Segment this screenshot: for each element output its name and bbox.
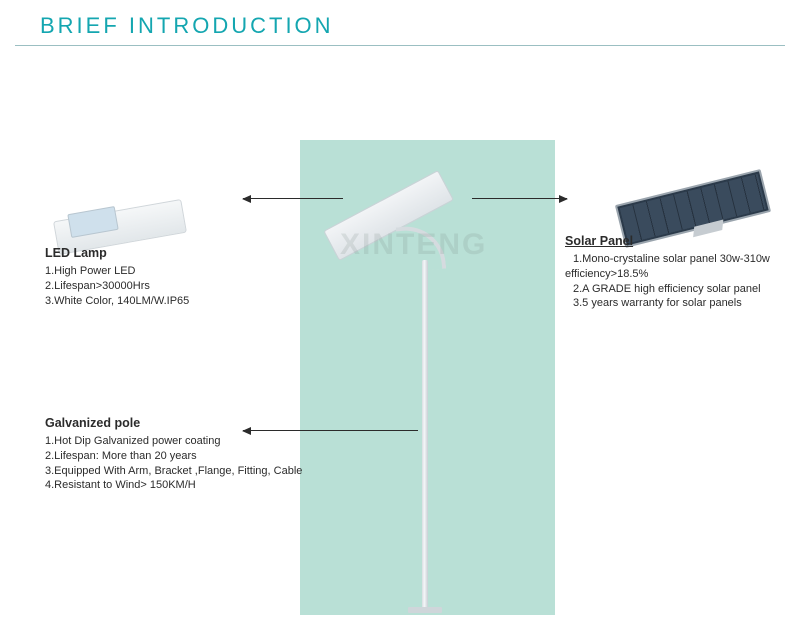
- arrow-to-solar: [472, 198, 567, 199]
- callout-pole: Galvanized pole 1.Hot Dip Galvanized pow…: [45, 415, 305, 493]
- page-title: BRIEF INTRODUCTION: [15, 13, 334, 43]
- callout-solar-line: 1.Mono-crystaline solar panel 30w-310w: [565, 252, 785, 267]
- street-pole-base: [408, 607, 442, 613]
- callout-solar-title: Solar Panel: [565, 233, 785, 250]
- callout-led-line: 3.White Color, 140LM/W.IP65: [45, 294, 265, 309]
- callout-led-line: 1.High Power LED: [45, 264, 265, 279]
- callout-solar-line: 2.A GRADE high efficiency solar panel: [565, 282, 785, 297]
- header-bar: BRIEF INTRODUCTION: [15, 10, 785, 46]
- callout-pole-title: Galvanized pole: [45, 415, 305, 432]
- callout-solar-line: 3.5 years warranty for solar panels: [565, 296, 785, 311]
- callout-pole-line: 1.Hot Dip Galvanized power coating: [45, 434, 305, 449]
- callout-pole-line: 3.Equipped With Arm, Bracket ,Flange, Fi…: [45, 464, 305, 479]
- callout-led-line: 2.Lifespan>30000Hrs: [45, 279, 265, 294]
- callout-solar: Solar Panel 1.Mono-crystaline solar pane…: [565, 233, 785, 311]
- callout-led: LED Lamp 1.High Power LED 2.Lifespan>300…: [45, 245, 265, 308]
- arrow-to-led: [243, 198, 343, 199]
- callout-led-title: LED Lamp: [45, 245, 265, 262]
- street-pole: [422, 260, 428, 610]
- callout-solar-line: efficiency>18.5%: [565, 267, 785, 282]
- callout-pole-line: 2.Lifespan: More than 20 years: [45, 449, 305, 464]
- callout-pole-line: 4.Resistant to Wind> 150KM/H: [45, 478, 305, 493]
